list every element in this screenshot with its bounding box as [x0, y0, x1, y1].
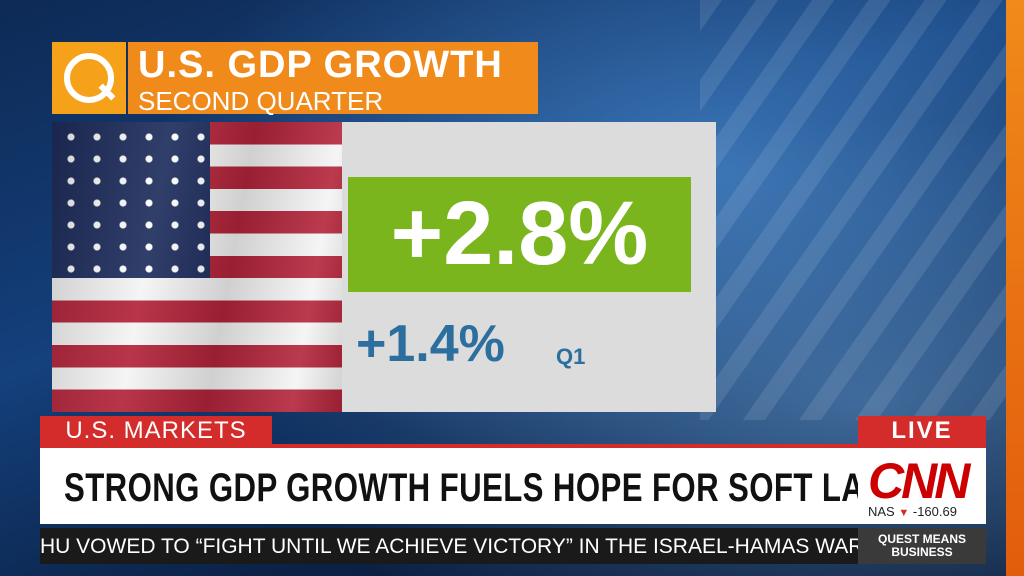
q-logo-icon	[64, 53, 114, 103]
headline-text: STRONG GDP GROWTH FUELS HOPE FOR SOFT LA…	[64, 466, 967, 510]
headline-bar: STRONG GDP GROWTH FUELS HOPE FOR SOFT LA…	[40, 448, 966, 524]
cnn-logo: CNN	[868, 453, 970, 509]
ticker-change: -160.69	[912, 504, 957, 519]
show-name-line2: BUSINESS	[891, 545, 953, 559]
show-name-line1: QUEST MEANS	[877, 532, 966, 546]
orange-edge-bar	[1006, 0, 1024, 576]
main-gdp-value: +2.8%	[348, 177, 691, 292]
q1-gdp-value: +1.4%	[356, 315, 505, 373]
graphic-subtitle: SECOND QUARTER	[138, 86, 384, 116]
lower-third-rule	[40, 444, 986, 448]
background-light-stripes	[700, 0, 1020, 420]
ticker-symbol: NAS	[868, 504, 895, 519]
title-banner: U.S. GDP GROWTH SECOND QUARTER	[128, 42, 538, 116]
us-flag-image	[52, 122, 342, 412]
news-crawl: HU VOWED TO “FIGHT UNTIL WE ACHIEVE VICT…	[40, 528, 858, 564]
crawl-text: HU VOWED TO “FIGHT UNTIL WE ACHIEVE VICT…	[40, 535, 858, 558]
graphic-title: U.S. GDP GROWTH	[138, 44, 503, 86]
flag-canton	[52, 122, 210, 278]
network-logo-box: CNN NAS ▼ -160.69	[858, 448, 986, 524]
down-arrow-icon: ▼	[898, 507, 910, 519]
q1-label: Q1	[556, 344, 586, 369]
show-name-box: QUEST MEANS BUSINESS	[858, 528, 986, 564]
gdp-data-panel: +2.8% +1.4% Q1	[342, 122, 716, 412]
flag-wave-shading	[52, 122, 342, 412]
show-logo	[52, 42, 126, 114]
live-badge: LIVE	[858, 416, 986, 446]
stock-ticker: NAS ▼ -160.69	[868, 504, 957, 519]
section-tab: U.S. MARKETS	[40, 416, 272, 446]
